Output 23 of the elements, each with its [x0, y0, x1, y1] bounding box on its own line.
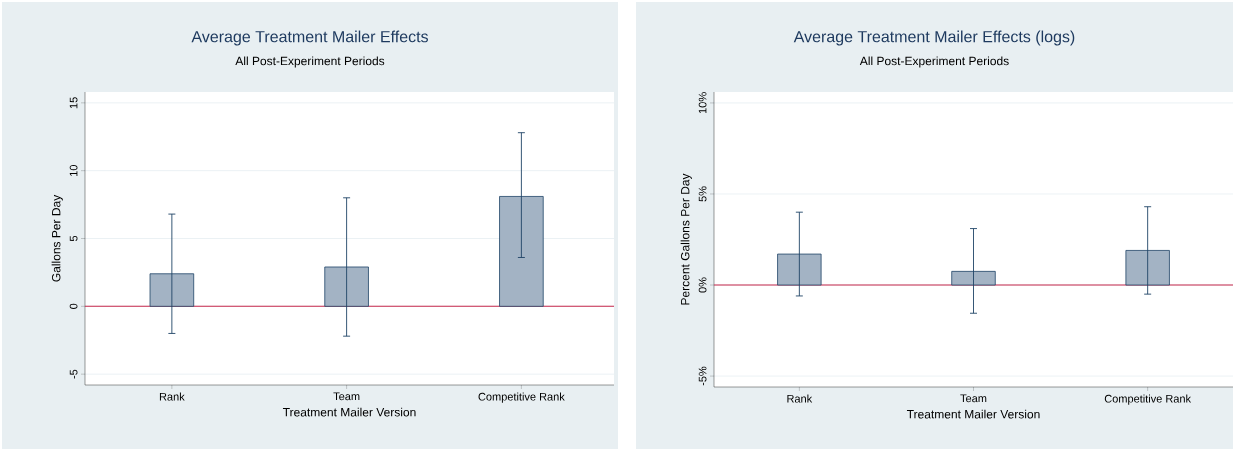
chart-title: Average Treatment Mailer Effects (logs): [793, 30, 1075, 46]
x-tick-label: Rank: [787, 394, 813, 403]
y-axis-title: Gallons Per Day: [51, 194, 63, 282]
y-tick-label: 5%: [698, 186, 707, 202]
y-tick-label: -5: [69, 369, 78, 379]
x-tick-label: Team: [333, 392, 360, 401]
y-tick-label: 10%: [698, 92, 707, 114]
y-tick-label: 10: [69, 165, 78, 176]
x-tick-label: Competitive Rank: [478, 392, 565, 403]
y-tick-label: 5: [69, 235, 78, 242]
y-tick-label: 0%: [698, 277, 707, 293]
x-tick-label: Competitive Rank: [1104, 394, 1192, 405]
x-axis-title: Treatment Mailer Version: [906, 409, 1040, 419]
y-tick-label: 0: [69, 303, 78, 309]
chart-subtitle: All Post-Experiment Periods: [235, 56, 385, 68]
y-tick-label: -5%: [698, 366, 707, 386]
x-tick-label: Team: [960, 394, 987, 403]
x-tick-label: Rank: [159, 392, 185, 401]
chart-subtitle: All Post-Experiment Periods: [859, 56, 1009, 68]
y-axis-title: Percent Gallons Per Day: [680, 173, 692, 305]
chart-title: Average Treatment Mailer Effects: [191, 30, 428, 46]
y-tick-label: 15: [69, 97, 78, 109]
x-axis-title: Treatment Mailer Version: [282, 407, 416, 417]
